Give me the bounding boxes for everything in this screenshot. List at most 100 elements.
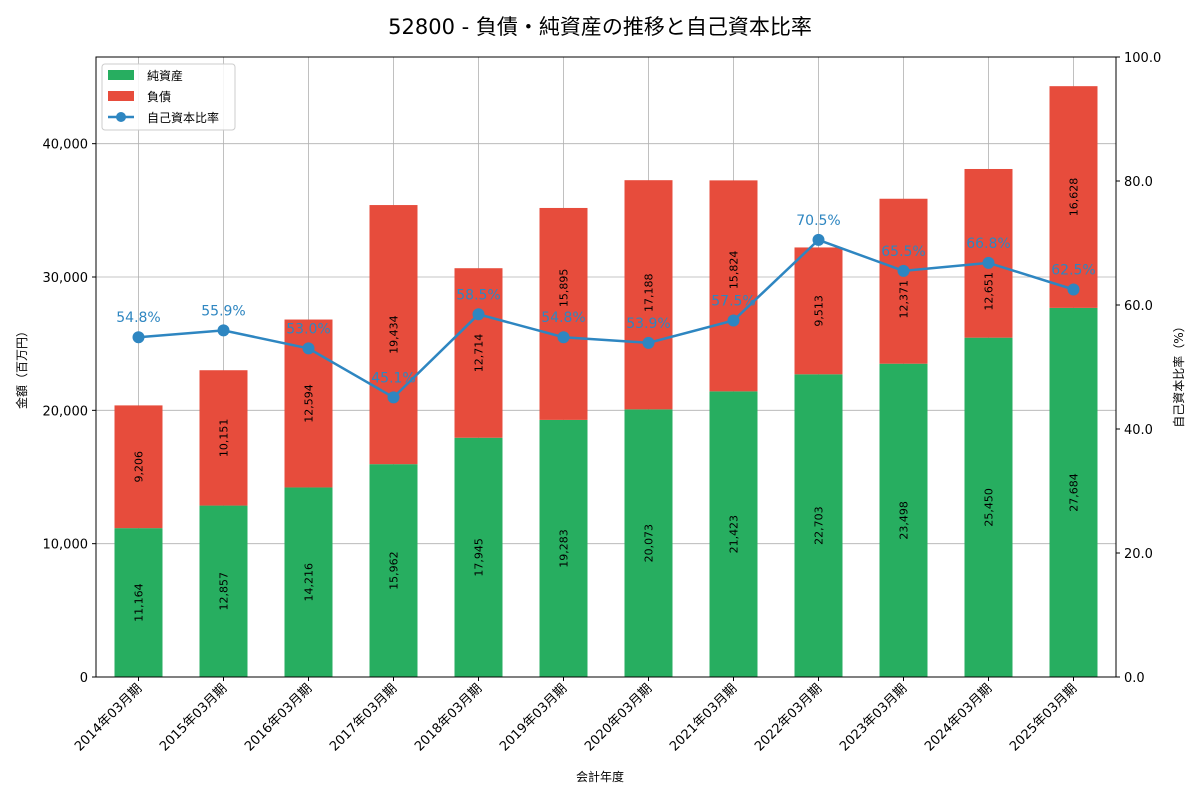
x-tick-label: 2019年03月期 xyxy=(497,681,570,754)
x-axis-label: 会計年度 xyxy=(576,769,624,784)
ratio-point xyxy=(812,233,825,246)
x-tick-label: 2016年03月期 xyxy=(242,681,315,754)
bar-equity xyxy=(454,437,503,677)
y-tick-label: 40,000 xyxy=(43,138,89,153)
bar-label-equity: 12,857 xyxy=(218,572,231,611)
ratio-label: 57.5% xyxy=(711,294,755,310)
y-tick-label: 30,000 xyxy=(43,271,89,286)
bar-equity xyxy=(114,528,163,677)
y2-tick-label: 20.0 xyxy=(1124,547,1153,562)
bar-label-liabilities: 19,434 xyxy=(388,315,401,354)
bar-label-equity: 21,423 xyxy=(728,515,741,554)
bar-liabilities xyxy=(369,205,418,465)
chart-title: 52800 - 負債・純資産の推移と自己資本比率 xyxy=(388,15,812,39)
ratio-line xyxy=(138,238,1074,399)
bar-label-equity: 27,684 xyxy=(1068,473,1081,512)
legend-marker-ratio xyxy=(116,112,126,122)
x-tick-label: 2023年03月期 xyxy=(837,681,910,754)
bar-equity xyxy=(624,409,673,677)
ratio-point xyxy=(132,331,145,344)
bar-equity xyxy=(369,464,418,677)
ratio-label: 53.9% xyxy=(626,316,670,332)
ratio-point xyxy=(217,324,230,337)
x-tick-label: 2015年03月期 xyxy=(157,681,230,754)
ratio-label: 65.5% xyxy=(881,244,925,260)
bar-liabilities xyxy=(709,180,758,392)
bar-label-liabilities: 12,371 xyxy=(898,280,911,319)
ratio-label: 55.9% xyxy=(201,303,245,319)
ratio-point xyxy=(727,314,740,327)
bar-liabilities xyxy=(539,207,588,420)
bar-equity xyxy=(199,505,248,677)
y-tick-label: 20,000 xyxy=(43,404,89,419)
bar-equity xyxy=(879,363,928,677)
x-tick-label: 2020年03月期 xyxy=(582,681,655,754)
bar-label-liabilities: 15,824 xyxy=(728,251,741,290)
y-tick-label: 0 xyxy=(80,671,88,686)
ratio-label: 54.8% xyxy=(116,310,160,326)
bar-label-equity: 14,216 xyxy=(303,563,316,602)
legend-label-ratio: 自己資本比率 xyxy=(147,110,219,125)
y2-tick-label: 0.0 xyxy=(1124,671,1145,686)
bar-label-equity: 11,164 xyxy=(133,583,146,622)
legend-swatch-equity xyxy=(108,70,134,80)
bar-label-equity: 15,962 xyxy=(388,551,401,590)
y2-tick-label: 80.0 xyxy=(1124,175,1153,190)
ratio-label: 70.5% xyxy=(796,213,840,229)
legend-label-equity: 純資産 xyxy=(147,68,183,83)
bar-label-liabilities: 15,895 xyxy=(558,269,571,308)
ratio-point xyxy=(557,331,570,344)
ratio-label: 54.8% xyxy=(541,310,585,326)
bar-label-equity: 25,450 xyxy=(983,488,996,527)
ratio-point xyxy=(387,391,400,404)
ratio-label: 58.5% xyxy=(456,287,500,303)
bar-label-equity: 23,498 xyxy=(898,501,911,540)
bar-equity xyxy=(539,419,588,677)
bar-liabilities xyxy=(794,247,843,375)
bar-label-liabilities: 9,206 xyxy=(133,451,146,483)
x-tick-label: 2024年03月期 xyxy=(922,681,995,754)
bar-label-liabilities: 12,651 xyxy=(983,272,996,311)
bar-liabilities xyxy=(454,268,503,438)
x-tick-label: 2018年03月期 xyxy=(412,681,485,754)
x-tick-label: 2025年03月期 xyxy=(1007,681,1080,754)
bar-label-liabilities: 12,714 xyxy=(473,334,486,373)
legend-box xyxy=(101,63,236,131)
bar-equity xyxy=(794,374,843,677)
ratio-point xyxy=(472,308,485,321)
bar-liabilities xyxy=(114,405,163,529)
bar-label-liabilities: 16,628 xyxy=(1068,178,1081,217)
bar-label-equity: 20,073 xyxy=(643,524,656,563)
x-tick-label: 2014年03月期 xyxy=(72,681,145,754)
bar-equity xyxy=(1049,307,1098,677)
bar-label-liabilities: 12,594 xyxy=(303,384,316,423)
ratio-point xyxy=(982,256,995,269)
bar-label-equity: 22,703 xyxy=(813,506,826,545)
bar-liabilities xyxy=(964,168,1013,338)
bar-label-liabilities: 10,151 xyxy=(218,419,231,458)
bar-equity xyxy=(964,337,1013,677)
bar-liabilities xyxy=(1049,86,1098,308)
bar-label-equity: 19,283 xyxy=(558,529,571,568)
y2-axis-label: 自己資本比率（%） xyxy=(1171,320,1186,427)
y2-tick-label: 40.0 xyxy=(1124,423,1153,438)
legend-label-liabilities: 負債 xyxy=(147,89,171,104)
ratio-label: 62.5% xyxy=(1051,263,1095,279)
ratio-label: 45.1% xyxy=(371,370,415,386)
y2-tick-label: 60.0 xyxy=(1124,299,1153,314)
x-tick-label: 2022年03月期 xyxy=(752,681,825,754)
bar-liabilities xyxy=(624,180,673,410)
ratio-point xyxy=(302,342,315,355)
bar-liabilities xyxy=(199,370,248,506)
plot-frame xyxy=(95,56,1117,678)
ratio-point xyxy=(1067,283,1080,296)
bar-liabilities xyxy=(879,198,928,364)
legend-swatch-liabilities xyxy=(108,91,134,101)
bar-label-liabilities: 9,513 xyxy=(813,295,826,327)
bar-label-equity: 17,945 xyxy=(473,538,486,577)
y2-tick-label: 100.0 xyxy=(1124,51,1161,66)
y-tick-label: 10,000 xyxy=(43,538,89,553)
ratio-point xyxy=(897,264,910,277)
